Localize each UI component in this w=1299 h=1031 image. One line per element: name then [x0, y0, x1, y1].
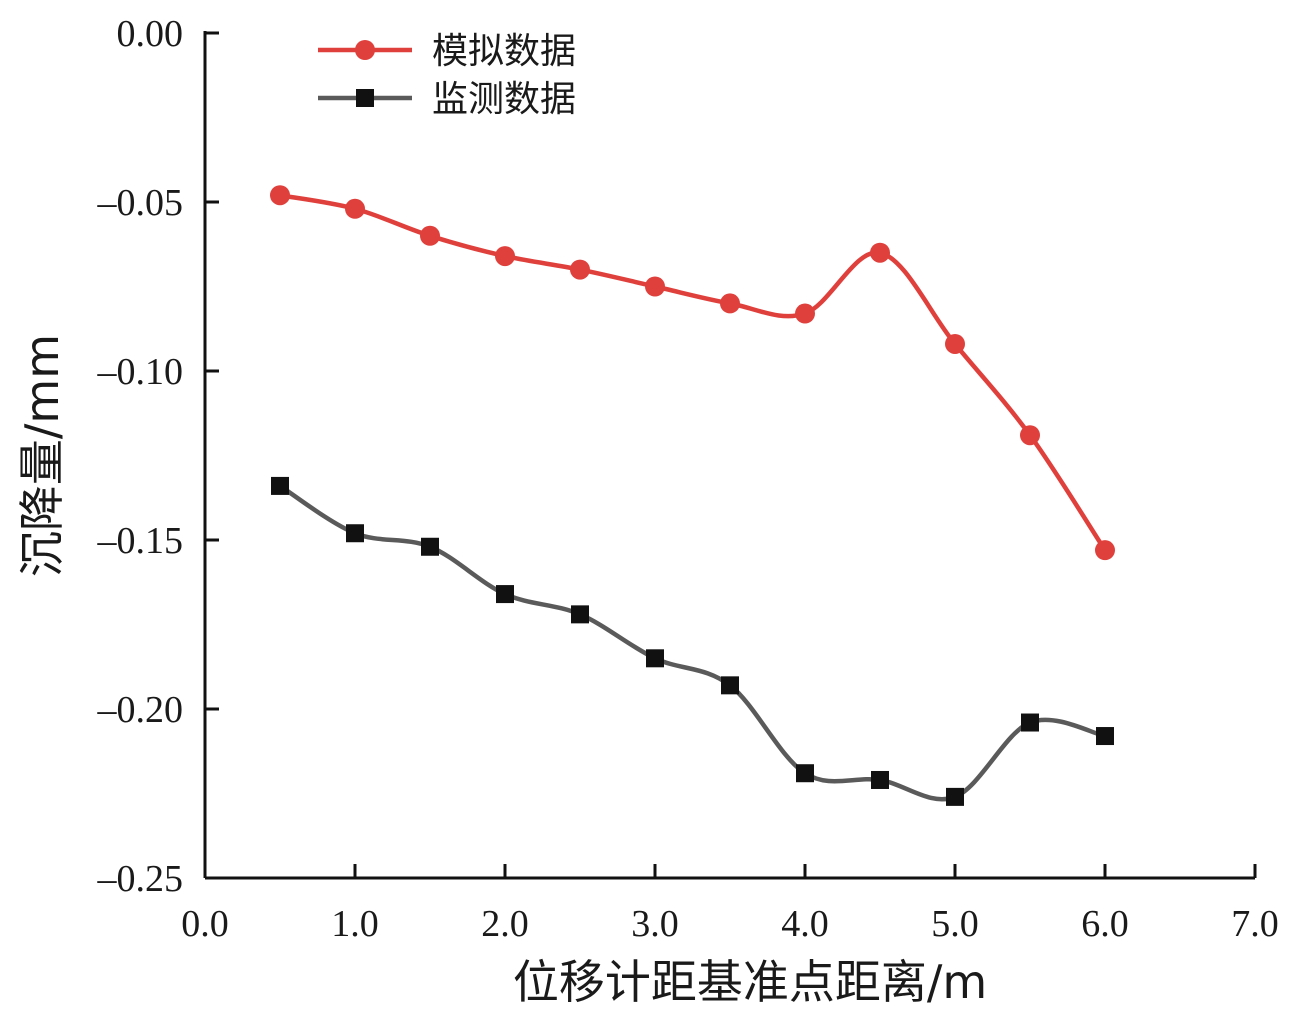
series-line [279, 193, 1107, 552]
data-point [345, 198, 365, 219]
data-point [1095, 540, 1115, 561]
series-2 [271, 476, 1114, 806]
data-point [420, 225, 440, 246]
y-tick-label: 0.00 [117, 13, 184, 55]
series-line [278, 484, 1106, 802]
legend-marker [356, 89, 374, 107]
x-tick-label: 2.0 [481, 903, 529, 945]
y-tick-label: –0.05 [97, 182, 184, 224]
data-point [421, 537, 439, 556]
legend-label: 模拟数据 [432, 31, 576, 72]
legend-marker [355, 40, 375, 60]
legend-item: 模拟数据 [318, 31, 576, 72]
data-point [871, 770, 889, 789]
y-tick-label: –0.10 [97, 351, 184, 393]
series-1 [270, 185, 1115, 561]
y-tick-label: –0.20 [97, 689, 184, 731]
x-tick-label: 4.0 [781, 903, 829, 945]
y-axis-ticks: 0.00 –0.05 –0.10 –0.15 –0.20 –0.25 [97, 13, 219, 900]
data-point [495, 246, 515, 267]
data-point [571, 605, 589, 624]
data-point [721, 676, 739, 695]
y-tick-label: –0.15 [97, 520, 184, 562]
y-tick-label: –0.25 [97, 858, 184, 900]
axes [203, 31, 1255, 880]
data-point [646, 649, 664, 668]
x-tick-label: 5.0 [931, 903, 979, 945]
data-point [270, 185, 290, 206]
x-axis-title: 位移计距基准点距离/m [513, 955, 987, 1009]
data-point [645, 276, 665, 297]
data-point [570, 259, 590, 280]
x-axis-ticks: 0.0 1.0 2.0 3.0 4.0 5.0 6.0 7.0 [181, 864, 1279, 945]
data-point [496, 585, 514, 604]
x-tick-label: 6.0 [1081, 903, 1129, 945]
data-point [795, 303, 815, 324]
data-point [1096, 727, 1114, 746]
data-point [271, 476, 289, 495]
series-layer [270, 185, 1115, 806]
legend-label: 监测数据 [432, 79, 576, 120]
data-point [945, 333, 965, 354]
legend-item: 监测数据 [318, 79, 576, 120]
data-point [946, 787, 964, 806]
x-tick-label: 0.0 [181, 903, 229, 945]
x-tick-label: 7.0 [1231, 903, 1279, 945]
data-point [1021, 713, 1039, 732]
data-point [720, 293, 740, 314]
y-axis-title: 沉降量/mm [15, 334, 69, 577]
data-point [796, 764, 814, 783]
x-tick-label: 3.0 [631, 903, 679, 945]
data-point [346, 524, 364, 543]
data-point [870, 242, 890, 263]
data-point [1020, 425, 1040, 446]
x-tick-label: 1.0 [331, 903, 379, 945]
